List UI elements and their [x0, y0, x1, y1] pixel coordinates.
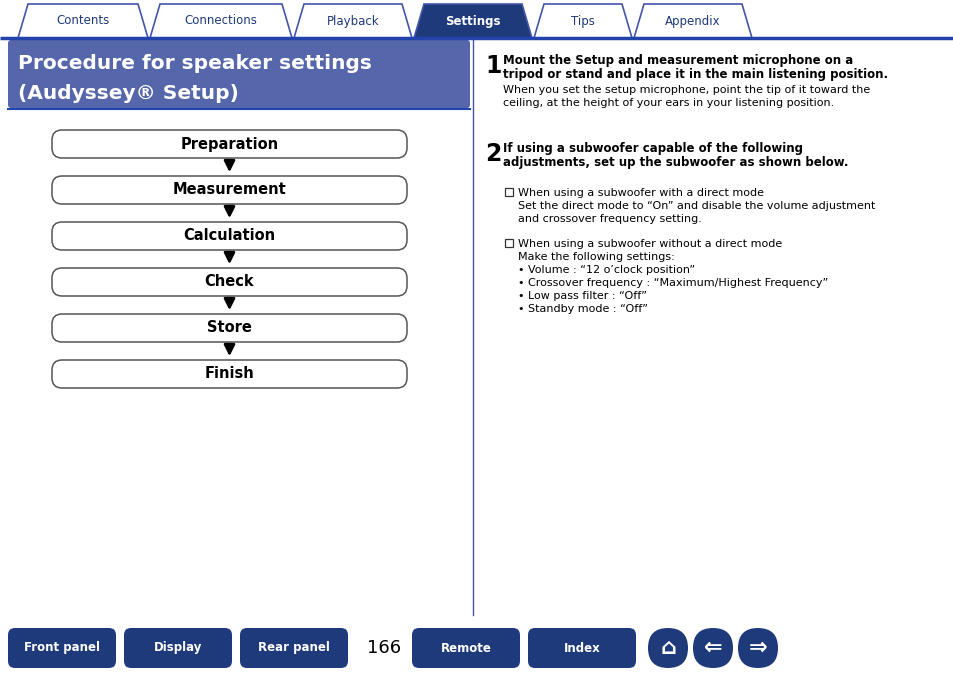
Text: Index: Index	[563, 641, 599, 655]
Text: 1: 1	[484, 54, 501, 78]
Text: When using a subwoofer without a direct mode: When using a subwoofer without a direct …	[517, 239, 781, 249]
FancyBboxPatch shape	[527, 628, 636, 668]
Polygon shape	[294, 4, 412, 38]
Text: Tips: Tips	[571, 15, 595, 28]
Text: tripod or stand and place it in the main listening position.: tripod or stand and place it in the main…	[502, 68, 887, 81]
Text: Appendix: Appendix	[664, 15, 720, 28]
FancyBboxPatch shape	[52, 130, 407, 158]
Text: When you set the setup microphone, point the tip of it toward the: When you set the setup microphone, point…	[502, 85, 869, 95]
Text: When using a subwoofer with a direct mode: When using a subwoofer with a direct mod…	[517, 188, 763, 198]
Text: (Audyssey® Setup): (Audyssey® Setup)	[18, 84, 238, 103]
Polygon shape	[414, 4, 532, 38]
Text: 2: 2	[484, 142, 501, 166]
Text: ⌂: ⌂	[659, 638, 676, 658]
FancyBboxPatch shape	[52, 222, 407, 250]
Bar	[504, 239, 513, 247]
Polygon shape	[534, 4, 631, 38]
FancyBboxPatch shape	[52, 314, 407, 342]
Text: • Low pass filter : “Off”: • Low pass filter : “Off”	[517, 291, 646, 301]
Text: • Standby mode : “Off”: • Standby mode : “Off”	[517, 304, 647, 314]
FancyBboxPatch shape	[647, 628, 687, 668]
Text: Calculation: Calculation	[183, 229, 275, 244]
Polygon shape	[18, 4, 148, 38]
Text: Mount the Setup and measurement microphone on a: Mount the Setup and measurement micropho…	[502, 54, 852, 67]
FancyBboxPatch shape	[738, 628, 778, 668]
Text: Store: Store	[207, 320, 252, 336]
Polygon shape	[634, 4, 751, 38]
Text: ⇐: ⇐	[703, 638, 721, 658]
Text: and crossover frequency setting.: and crossover frequency setting.	[517, 214, 701, 224]
FancyBboxPatch shape	[8, 628, 116, 668]
Text: Measurement: Measurement	[172, 182, 286, 197]
Text: Contents: Contents	[56, 15, 110, 28]
Text: Display: Display	[153, 641, 202, 655]
Text: 166: 166	[367, 639, 400, 657]
Text: Remote: Remote	[440, 641, 491, 655]
Text: Finish: Finish	[204, 367, 254, 382]
Text: Procedure for speaker settings: Procedure for speaker settings	[18, 54, 372, 73]
Text: • Volume : “12 o’clock position”: • Volume : “12 o’clock position”	[517, 265, 695, 275]
Text: Connections: Connections	[184, 15, 257, 28]
Text: If using a subwoofer capable of the following: If using a subwoofer capable of the foll…	[502, 142, 802, 155]
FancyBboxPatch shape	[412, 628, 519, 668]
Text: Front panel: Front panel	[24, 641, 100, 655]
Bar	[504, 188, 513, 196]
FancyBboxPatch shape	[240, 628, 348, 668]
Text: adjustments, set up the subwoofer as shown below.: adjustments, set up the subwoofer as sho…	[502, 156, 847, 169]
FancyBboxPatch shape	[52, 268, 407, 296]
FancyBboxPatch shape	[124, 628, 232, 668]
Text: ⇒: ⇒	[748, 638, 766, 658]
Text: ceiling, at the height of your ears in your listening position.: ceiling, at the height of your ears in y…	[502, 98, 833, 108]
FancyBboxPatch shape	[692, 628, 732, 668]
FancyBboxPatch shape	[52, 176, 407, 204]
Text: Make the following settings:: Make the following settings:	[517, 252, 674, 262]
Text: Set the direct mode to “On” and disable the volume adjustment: Set the direct mode to “On” and disable …	[517, 201, 875, 211]
Text: Playback: Playback	[326, 15, 379, 28]
FancyBboxPatch shape	[8, 40, 470, 108]
Text: Rear panel: Rear panel	[258, 641, 330, 655]
Text: • Crossover frequency : “Maximum/Highest Frequency”: • Crossover frequency : “Maximum/Highest…	[517, 278, 827, 288]
FancyBboxPatch shape	[52, 360, 407, 388]
Text: Settings: Settings	[445, 15, 500, 28]
Text: Check: Check	[205, 275, 254, 289]
Text: Preparation: Preparation	[180, 137, 278, 151]
Polygon shape	[150, 4, 292, 38]
